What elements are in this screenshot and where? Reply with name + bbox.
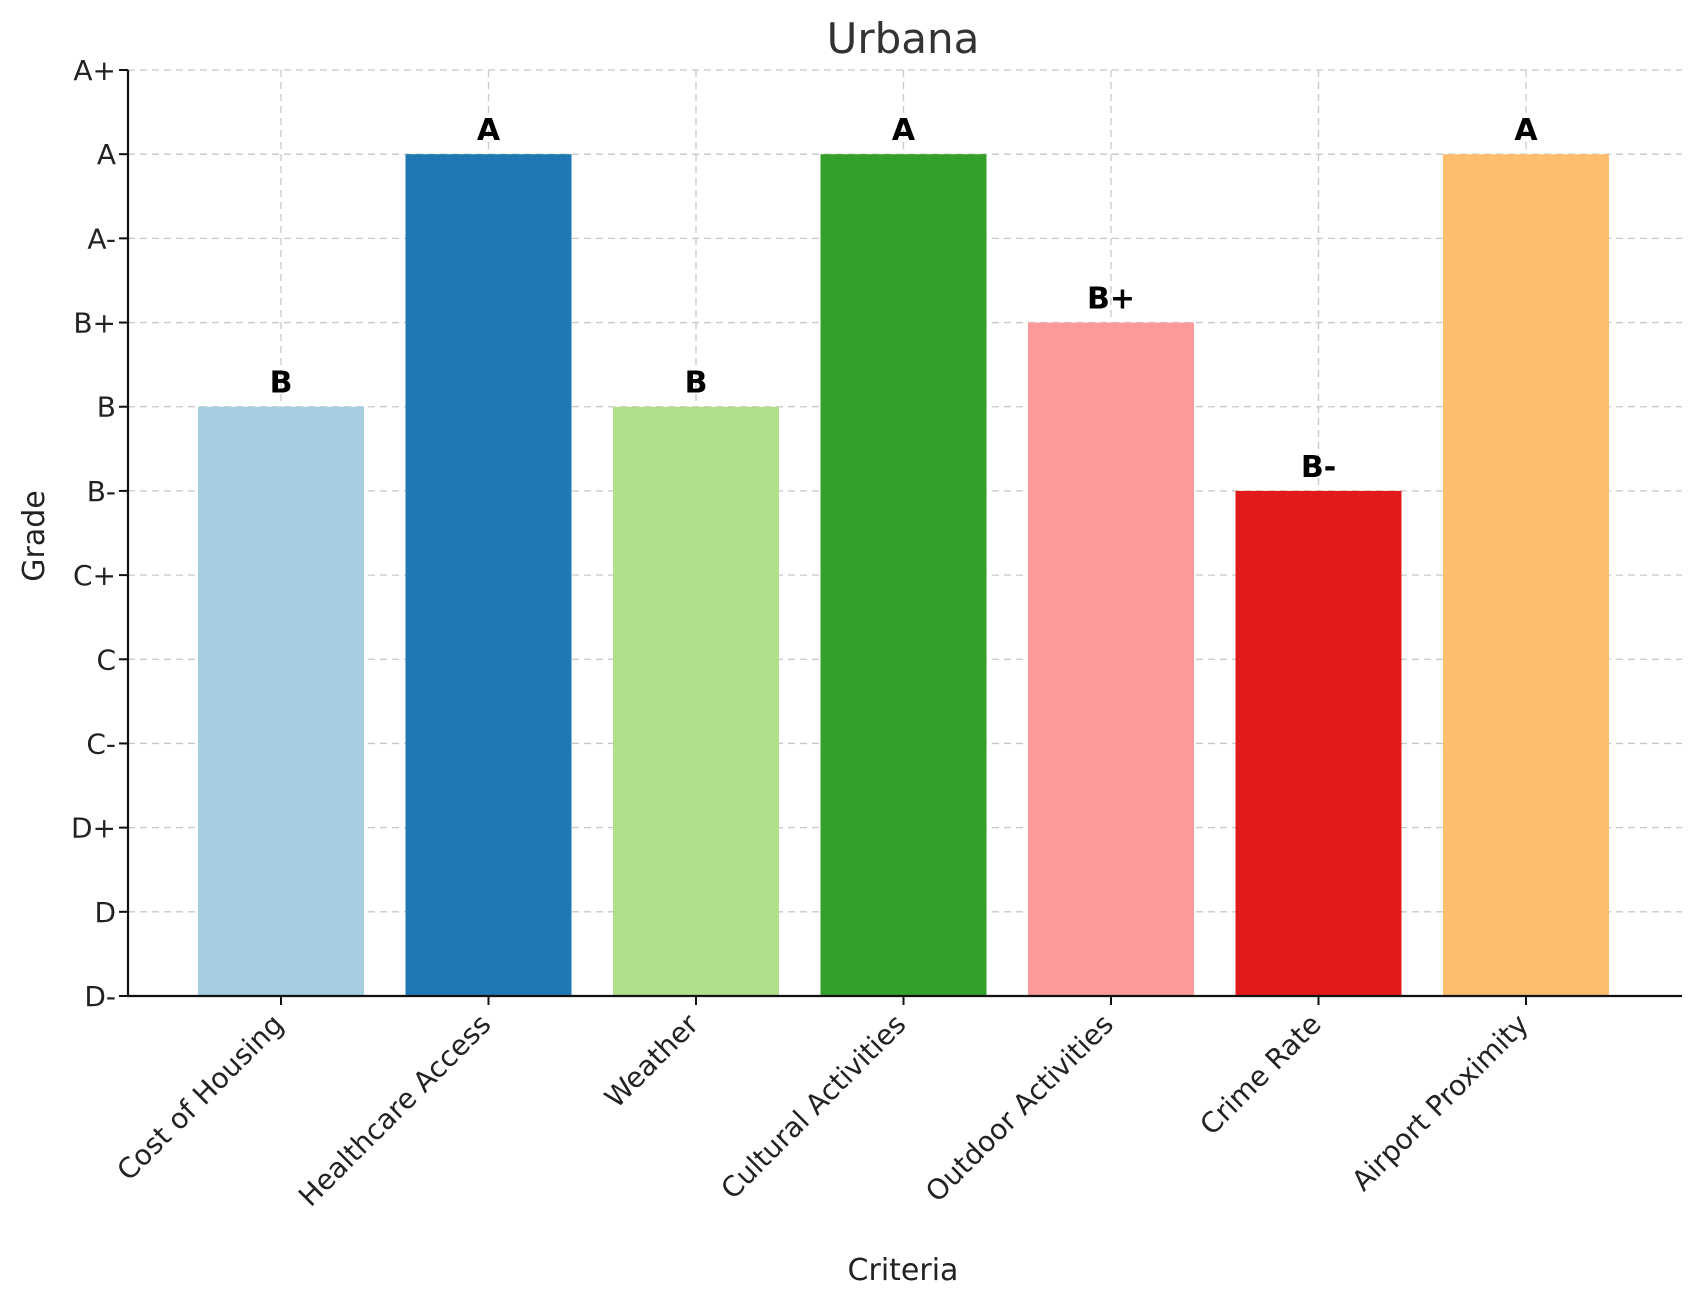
data-label: B- (1301, 450, 1336, 485)
data-labels: B A B A B+ B- A (270, 113, 1539, 485)
bars (198, 154, 1609, 997)
y-ticks: D- D D+ C- C C+ B- B B+ A- A A+ (71, 54, 128, 1013)
data-label: A (892, 113, 916, 148)
data-label: A (477, 113, 501, 148)
y-tick-label: B (97, 391, 116, 424)
x-tick-label: Cost of Housing (110, 1008, 290, 1188)
data-label: B (270, 366, 293, 401)
y-tick-label: C- (86, 727, 116, 760)
x-tick-label: Outdoor Activities (919, 1008, 1120, 1209)
x-tick-label: Healthcare Access (292, 1008, 497, 1213)
y-tick-label: B- (87, 475, 116, 508)
x-ticks: Cost of Housing Healthcare Access Weather C… (110, 996, 1535, 1213)
y-axis-label: Grade (17, 490, 52, 581)
x-axis-label: Criteria (848, 1253, 959, 1288)
bar (1443, 154, 1609, 996)
y-tick-label: C+ (73, 559, 116, 592)
y-tick-label: A- (87, 222, 116, 255)
bar (405, 154, 572, 996)
x-tick-label: Crime Rate (1193, 1008, 1327, 1142)
x-tick-label: Weather (598, 1007, 705, 1114)
bar (198, 406, 364, 996)
x-tick-label: Cultural Activities (715, 1008, 913, 1206)
bar (1028, 322, 1194, 997)
chart-title: Urbana (827, 14, 980, 63)
y-tick-label: A+ (73, 54, 116, 87)
bar (613, 406, 779, 996)
bar (820, 154, 987, 996)
y-tick-label: C (96, 643, 116, 676)
y-tick-label: D (94, 896, 116, 929)
y-tick-label: D- (84, 980, 116, 1013)
y-tick-label: B+ (73, 307, 116, 340)
y-tick-label: A (97, 138, 116, 171)
bar (1235, 490, 1402, 996)
y-tick-label: D+ (71, 812, 116, 845)
x-tick-label: Airport Proximity (1345, 1008, 1535, 1198)
data-label: B (685, 366, 708, 401)
data-label: A (1514, 113, 1538, 148)
data-label: B+ (1087, 282, 1135, 317)
